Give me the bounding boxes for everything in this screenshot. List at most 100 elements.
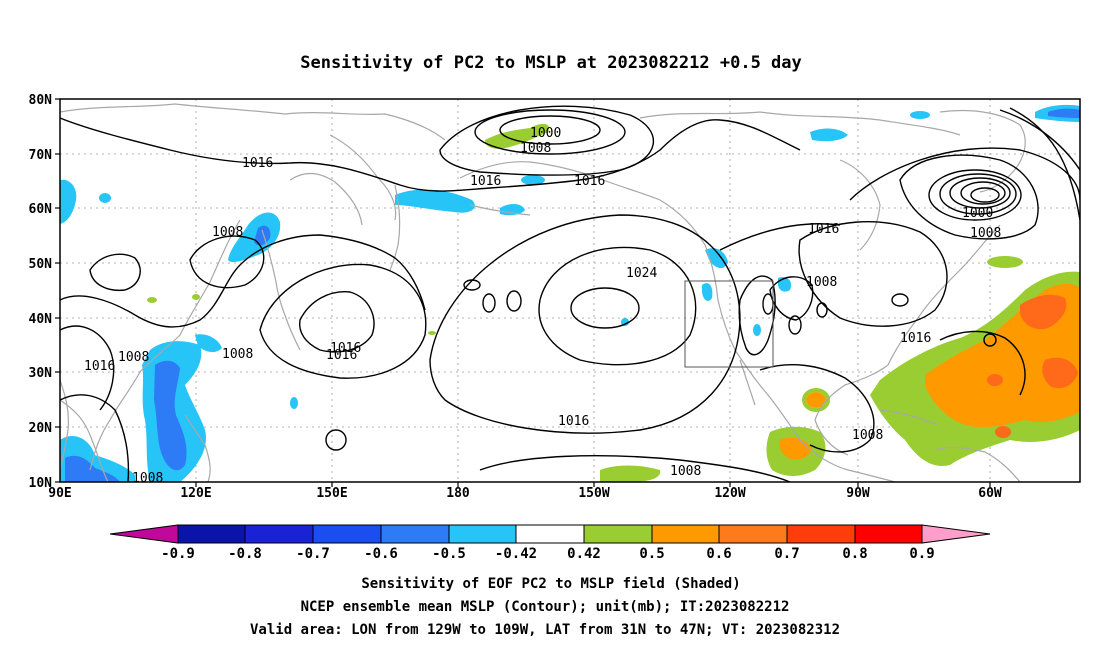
lat-tick-label: 10N [29,476,53,491]
map: 1000 1008 1016 1016 1016 1008 1024 1016 … [29,93,1081,501]
contour-label: 1008 [132,471,163,486]
lat-tick-label: 50N [29,257,53,272]
colorbar-cell [854,524,923,544]
colorbar-label: 0.6 [706,546,731,562]
contour-label: 1016 [326,348,357,363]
shade-rockies [778,277,792,292]
lat-tick-label: 70N [29,148,53,163]
coast-kamchatka [389,184,401,271]
colorbar-label: 0.5 [639,546,664,562]
colorbar-label: -0.9 [161,546,195,562]
coast-na-east [887,224,1001,366]
contour-label: 1016 [84,359,115,374]
coast-aleutians [469,204,531,216]
contour-label: 1016 [900,331,931,346]
sensitivity-shading [60,104,1080,482]
contour-label: 1008 [806,275,837,290]
contour-label: 1008 [670,464,701,479]
contour-label: 1008 [222,347,253,362]
coast-china-south [89,371,141,471]
mslp-contours [60,105,1080,482]
caption-line-2: NCEP ensemble mean MSLP (Contour); unit(… [301,599,790,615]
coastlines [60,103,1026,482]
colorbar-cell [448,524,517,544]
map-gridlines [60,99,1080,482]
lat-tick-label: 20N [29,421,53,436]
shade-green-small-2 [192,294,200,300]
coast-okhotsk [289,172,363,226]
shade-pacific-nw [705,248,728,269]
contour-label: 1008 [118,350,149,365]
lon-tick-label: 120E [180,486,211,501]
coast-greenland [939,109,1026,193]
contour-label: 1008 [520,141,551,156]
colorbar-label: -0.8 [228,546,262,562]
coast-gulf [814,364,889,456]
coast-south-america [934,446,1021,482]
coast-alaska [459,161,661,201]
coast-asia-north [60,103,446,141]
contour-label: 1008 [970,226,1001,241]
caption-line-1: Sensitivity of EOF PC2 to MSLP field (Sh… [361,576,740,592]
lon-tick-label: 150W [578,486,609,501]
caption: Sensitivity of EOF PC2 to MSLP field (Sh… [250,576,840,638]
coast-central-america [799,439,896,482]
coast-india [60,379,70,471]
lat-tick-label: 40N [29,312,53,327]
shade-atlantic-dark-4 [995,426,1011,438]
shade-atlantic-orange-dark-2 [1042,357,1078,389]
coast-arctic-na [639,111,961,136]
figure-title: Sensitivity of PC2 to MSLP at 2023082212… [300,53,802,73]
lon-tick-label: 150E [316,486,347,501]
colorbar-cell [515,524,585,544]
lon-tick-label: 90E [48,486,71,501]
contour-label: 1000 [530,126,561,141]
colorbar-cell [380,524,450,544]
lat-tick-label: 30N [29,366,53,381]
shade-arctic-green [485,123,550,149]
colorbar-right-arrow [921,524,991,544]
shade-caribbean [891,402,919,418]
lat-tick-label: 80N [29,93,53,108]
shade-arctic-canada [810,128,848,142]
colorbar-label: -0.7 [296,546,330,562]
contour-label: 1024 [626,266,657,281]
colorbar-label: 0.9 [909,546,934,562]
colorbar-cell [786,524,856,544]
shade-okhotsk [395,189,475,213]
colorbar-cell [177,524,246,544]
shade-small-1 [99,193,111,203]
coast-philippines [184,414,211,482]
contour-label: 1016 [330,341,361,356]
coast-hudson [839,159,881,251]
shade-greenland-east-core [1048,108,1080,118]
shade-arctic-small [910,111,930,119]
colorbar-label: -0.5 [432,546,466,562]
map-frame [59,98,1081,483]
contour-label: 1016 [808,222,839,237]
colorbar-cell [583,524,653,544]
lon-tick-label: 90W [846,486,870,501]
colorbar-label: 0.8 [842,546,867,562]
coast-cuba [879,409,939,426]
caption-line-3: Valid area: LON from 129W to 109W, LAT f… [250,622,840,638]
contour-label: 1000 [962,206,993,221]
contour-label: 1008 [852,428,883,443]
shade-atlantic-orange-dark [1020,294,1067,330]
contour-label: 1016 [242,156,273,171]
coast-korea-china [139,219,241,373]
shade-east-asia-negative-core [154,360,187,471]
lon-axis: 90E 120E 150E 180 150W 120W 90W 60W [48,482,1002,501]
shade-mexico-small [806,392,826,408]
colorbar-cell [312,524,382,544]
coast-baja [739,359,756,406]
shade-west-edge [60,179,77,224]
lon-tick-label: 180 [446,486,470,501]
shade-pacific-nw-2 [702,283,713,301]
contour-labels: 1000 1008 1016 1016 1016 1008 1024 1016 … [84,126,1001,486]
coast-indochina [60,399,109,482]
colorbar-label: 0.7 [774,546,799,562]
contour-label: 1008 [212,225,243,240]
shade-mexico-small-ring [802,388,830,412]
